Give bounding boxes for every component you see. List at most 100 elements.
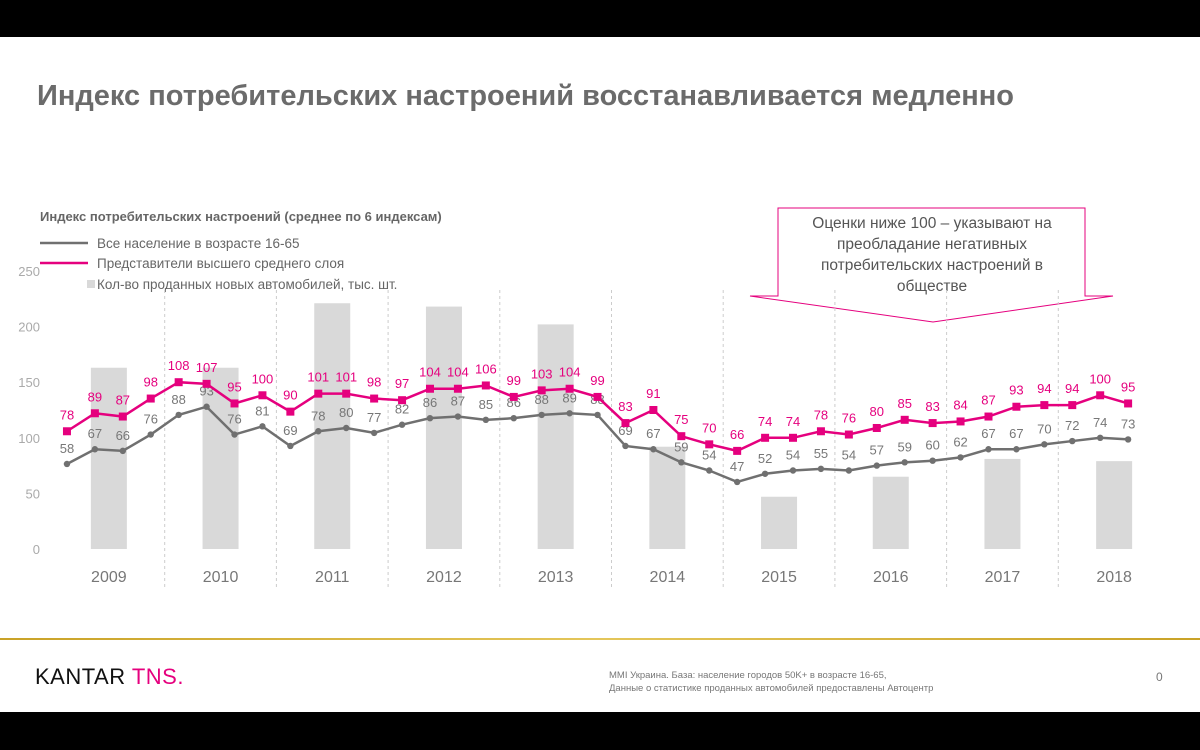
y-tick-label: 200 (18, 320, 40, 335)
bar-2012 (425, 306, 462, 549)
data-point (91, 446, 99, 453)
data-label: 85 (897, 396, 911, 411)
annotation-line: обществе (897, 278, 967, 295)
data-label: 83 (618, 399, 632, 414)
data-label: 76 (227, 412, 241, 427)
data-point (314, 389, 323, 398)
legend-swatch-bar (87, 280, 95, 288)
data-point (733, 478, 741, 486)
data-label: 78 (814, 407, 828, 422)
data-label: 88 (534, 392, 548, 407)
data-point (481, 381, 490, 390)
data-label: 82 (395, 402, 409, 417)
x-tick-label: 2017 (985, 569, 1021, 586)
data-label: 84 (953, 397, 967, 412)
data-point (230, 399, 239, 408)
data-label: 83 (925, 399, 939, 414)
data-point (678, 459, 685, 466)
data-point (118, 412, 127, 421)
data-label: 108 (168, 358, 190, 373)
data-point (538, 411, 545, 419)
data-label: 100 (1089, 371, 1111, 386)
data-point (928, 419, 937, 428)
data-point (565, 384, 574, 393)
data-point (315, 428, 322, 435)
data-point (901, 459, 908, 466)
data-label: 97 (395, 376, 409, 391)
data-label: 70 (1037, 421, 1051, 436)
data-point (398, 396, 407, 405)
source-note-line: Данные о статистике проданных автомобиле… (609, 683, 934, 694)
data-point (705, 440, 714, 449)
legend-label: Все население в возрасте 16-65 (97, 236, 300, 251)
data-label: 54 (842, 448, 856, 463)
data-label: 69 (283, 423, 297, 438)
data-label: 88 (171, 392, 185, 407)
data-point (482, 416, 490, 424)
data-label: 75 (674, 412, 688, 427)
data-label: 66 (730, 427, 744, 442)
top-letterbox (0, 0, 1200, 37)
data-label: 85 (479, 397, 493, 412)
data-label: 57 (870, 443, 884, 458)
legend-label: Кол-во проданных новых автомобилей, тыс.… (97, 277, 397, 292)
data-point (1040, 401, 1049, 410)
x-tick-label: 2013 (538, 569, 574, 586)
y-tick-label: 0 (33, 542, 40, 557)
data-label: 76 (842, 411, 856, 426)
data-point (957, 454, 964, 461)
chart: Оценки ниже 100 – указывают на преоблада… (18, 207, 1135, 590)
data-point (566, 410, 573, 417)
data-label: 86 (423, 395, 437, 410)
data-point (175, 411, 182, 419)
y-tick-label: 150 (18, 375, 40, 390)
data-label: 98 (367, 375, 381, 390)
data-point (844, 430, 853, 439)
data-label: 104 (559, 365, 581, 380)
data-point (985, 446, 992, 453)
data-point (1041, 441, 1048, 448)
data-point (929, 457, 936, 464)
data-label: 99 (590, 373, 604, 388)
data-label: 104 (419, 365, 441, 380)
data-label: 80 (870, 404, 884, 419)
bar-2013 (537, 324, 574, 549)
source-note: MMI Украина. База: население городов 50K… (609, 669, 933, 695)
data-label: 47 (730, 459, 744, 474)
data-label: 94 (1037, 381, 1051, 396)
data-point (259, 423, 266, 430)
data-label: 87 (981, 393, 995, 408)
chart-title: Индекс потребительских настроений (средн… (40, 209, 442, 224)
data-label: 95 (227, 379, 241, 394)
data-point (287, 442, 294, 450)
bar-2010 (202, 367, 239, 549)
data-label: 54 (702, 448, 716, 463)
data-label: 101 (307, 370, 329, 385)
data-label: 62 (953, 434, 967, 449)
bar-2015 (761, 496, 798, 549)
x-tick-label: 2018 (1096, 569, 1132, 586)
x-tick-label: 2009 (91, 569, 127, 586)
data-label: 94 (1065, 381, 1079, 396)
data-point (510, 414, 517, 422)
data-label: 74 (758, 414, 772, 429)
data-point (286, 407, 295, 416)
data-label: 90 (283, 388, 297, 403)
data-point (761, 470, 769, 477)
legend: Все население в возрасте 16-65 Представи… (40, 236, 397, 292)
data-point (537, 386, 546, 395)
page-title: Индекс потребительских настроений восста… (37, 80, 1014, 112)
data-point (370, 394, 379, 403)
data-point (398, 421, 406, 428)
data-label: 55 (814, 446, 828, 461)
x-tick-label: 2016 (873, 569, 909, 586)
data-label: 74 (1093, 415, 1107, 430)
data-point (621, 419, 630, 428)
data-point (119, 447, 127, 455)
data-point (816, 427, 825, 436)
data-point (761, 433, 770, 442)
data-label: 80 (339, 405, 353, 420)
data-label: 59 (897, 439, 911, 454)
data-point (453, 384, 462, 393)
data-point (817, 465, 825, 473)
